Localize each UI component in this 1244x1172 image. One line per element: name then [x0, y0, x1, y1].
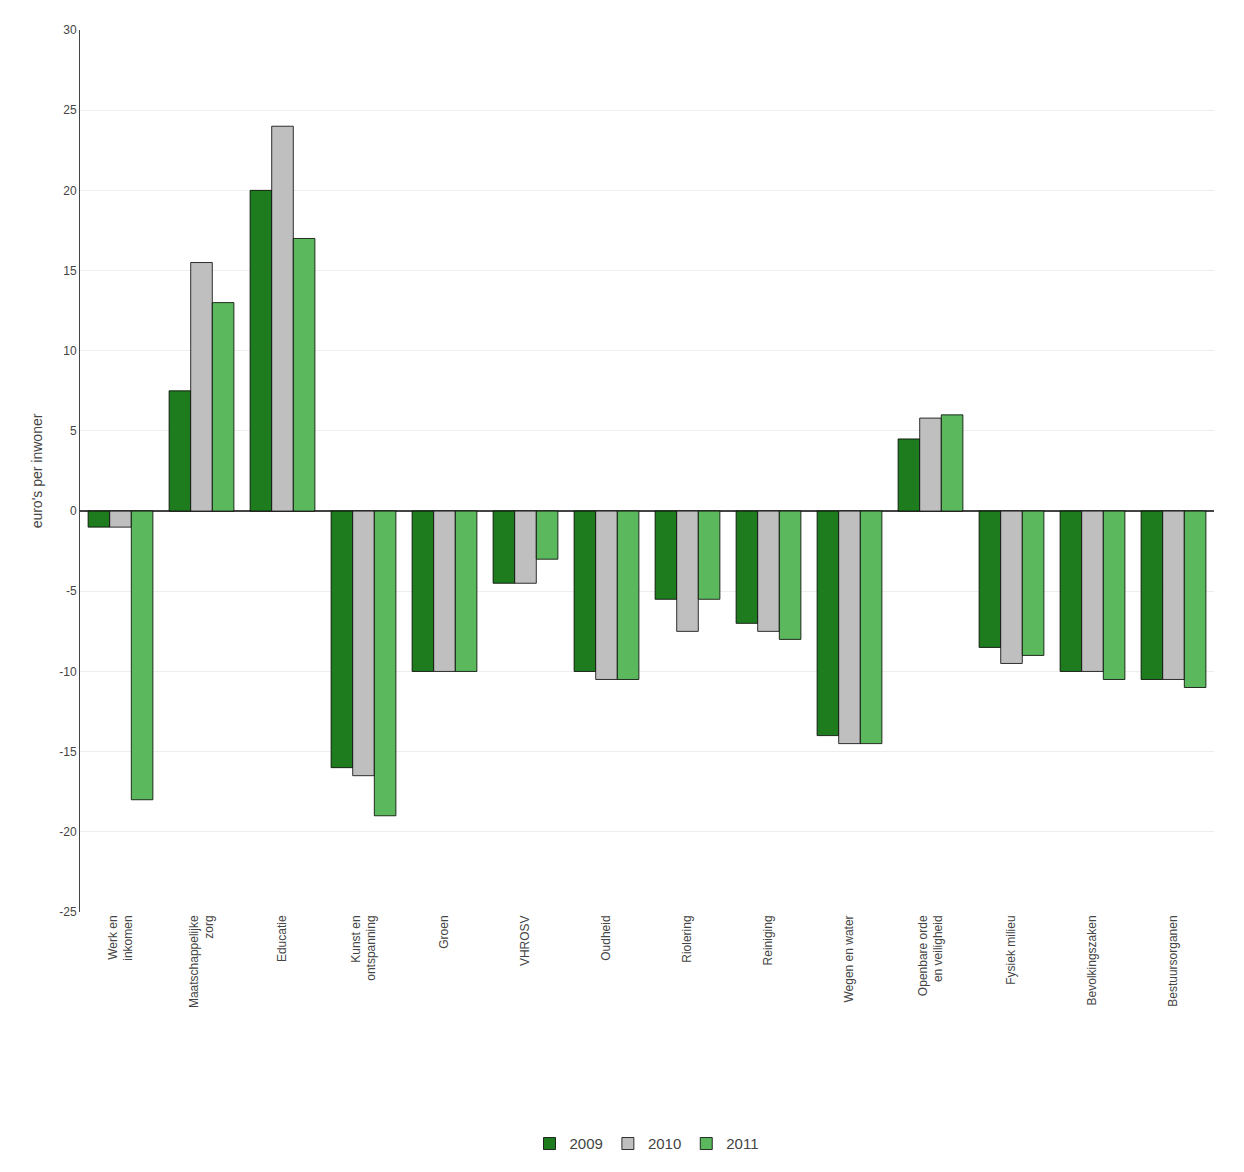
svg-text:Openbare ordeen veiligheid: Openbare ordeen veiligheid — [916, 915, 946, 996]
svg-text:Oudheid: Oudheid — [599, 915, 613, 960]
svg-text:2011: 2011 — [726, 1135, 758, 1152]
svg-text:Fysiek milieu: Fysiek milieu — [1004, 915, 1018, 984]
svg-text:10: 10 — [63, 344, 77, 358]
svg-text:2009: 2009 — [570, 1135, 603, 1152]
svg-text:Werk eninkomen: Werk eninkomen — [106, 915, 136, 960]
svg-text:euro's per inwoner: euro's per inwoner — [29, 413, 45, 528]
svg-text:Reiniging: Reiniging — [761, 915, 775, 965]
svg-text:VHROSV: VHROSV — [518, 915, 532, 966]
svg-text:Bestuursorganen: Bestuursorganen — [1166, 915, 1180, 1006]
svg-text:-25: -25 — [59, 905, 77, 919]
svg-text:25: 25 — [63, 103, 77, 117]
svg-text:-20: -20 — [59, 825, 77, 839]
svg-text:-5: -5 — [66, 584, 77, 598]
svg-text:5: 5 — [70, 424, 77, 438]
svg-text:Kunst enontspanning: Kunst enontspanning — [349, 915, 379, 980]
svg-text:Wegen en water: Wegen en water — [842, 915, 856, 1002]
svg-text:Groen: Groen — [437, 915, 451, 948]
svg-text:Riolering: Riolering — [680, 915, 694, 962]
svg-text:30: 30 — [63, 23, 77, 37]
svg-text:2010: 2010 — [648, 1135, 681, 1152]
svg-text:Maatschappelijkezorg: Maatschappelijkezorg — [187, 915, 217, 1008]
svg-text:-10: -10 — [59, 665, 77, 679]
svg-text:Educatie: Educatie — [275, 915, 289, 962]
svg-text:0: 0 — [70, 504, 77, 518]
svg-text:-15: -15 — [59, 745, 77, 759]
svg-text:Bevolkingszaken: Bevolkingszaken — [1085, 915, 1099, 1005]
svg-text:15: 15 — [63, 264, 77, 278]
svg-text:20: 20 — [63, 184, 77, 198]
